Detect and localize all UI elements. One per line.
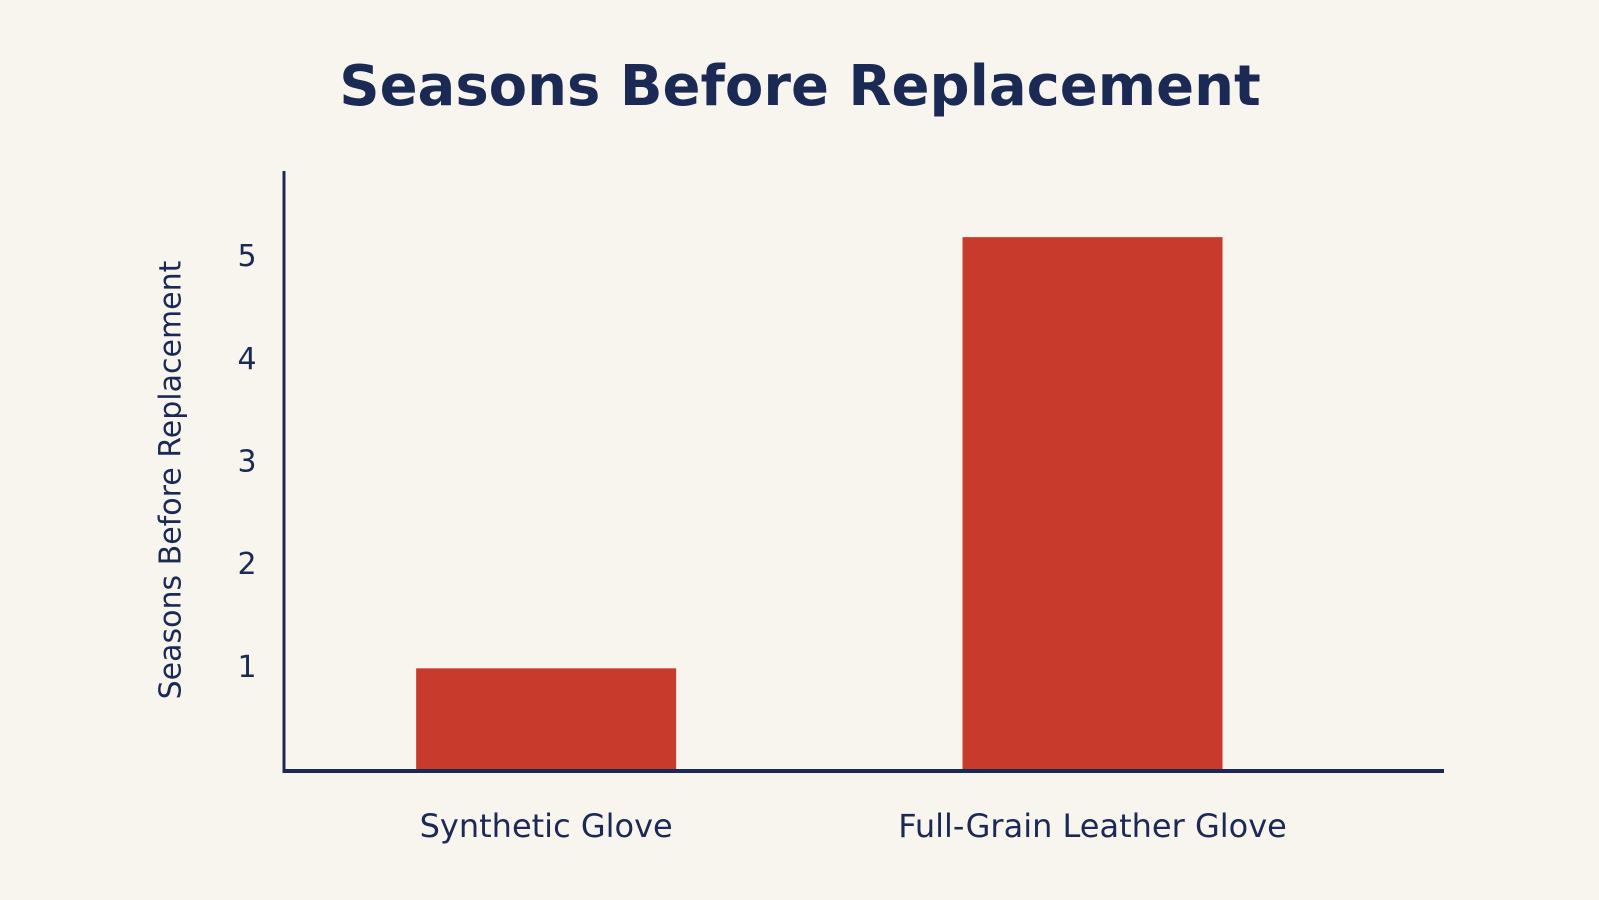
x-tick-label: Synthetic Glove — [420, 807, 673, 845]
y-tick-label: 1 — [237, 650, 256, 685]
y-axis-label: Seasons Before Replacement — [154, 260, 189, 699]
y-tick-label: 4 — [237, 342, 256, 377]
x-tick-label: Full-Grain Leather Glove — [898, 807, 1287, 845]
y-tick-label: 3 — [237, 445, 256, 480]
y-tick-label: 2 — [237, 547, 256, 582]
chart-title: Seasons Before Replacement — [339, 54, 1261, 119]
bar — [962, 237, 1223, 772]
y-tick-label: 5 — [237, 239, 256, 274]
bar — [416, 668, 677, 771]
